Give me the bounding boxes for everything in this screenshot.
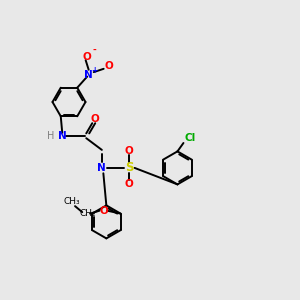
Text: -: - [92,46,96,55]
Text: +: + [91,66,97,75]
Text: N: N [84,70,93,80]
Text: CH₃: CH₃ [64,197,80,206]
Text: H: H [47,131,55,141]
Text: O: O [99,206,108,216]
Text: N: N [58,131,67,141]
Text: O: O [124,146,133,156]
Text: O: O [124,179,133,189]
Text: O: O [104,61,113,71]
Text: N: N [98,163,106,173]
Text: O: O [82,52,91,62]
Text: Cl: Cl [184,133,196,143]
Text: CH₂: CH₂ [79,209,96,218]
Text: O: O [90,114,99,124]
Text: S: S [125,161,134,174]
